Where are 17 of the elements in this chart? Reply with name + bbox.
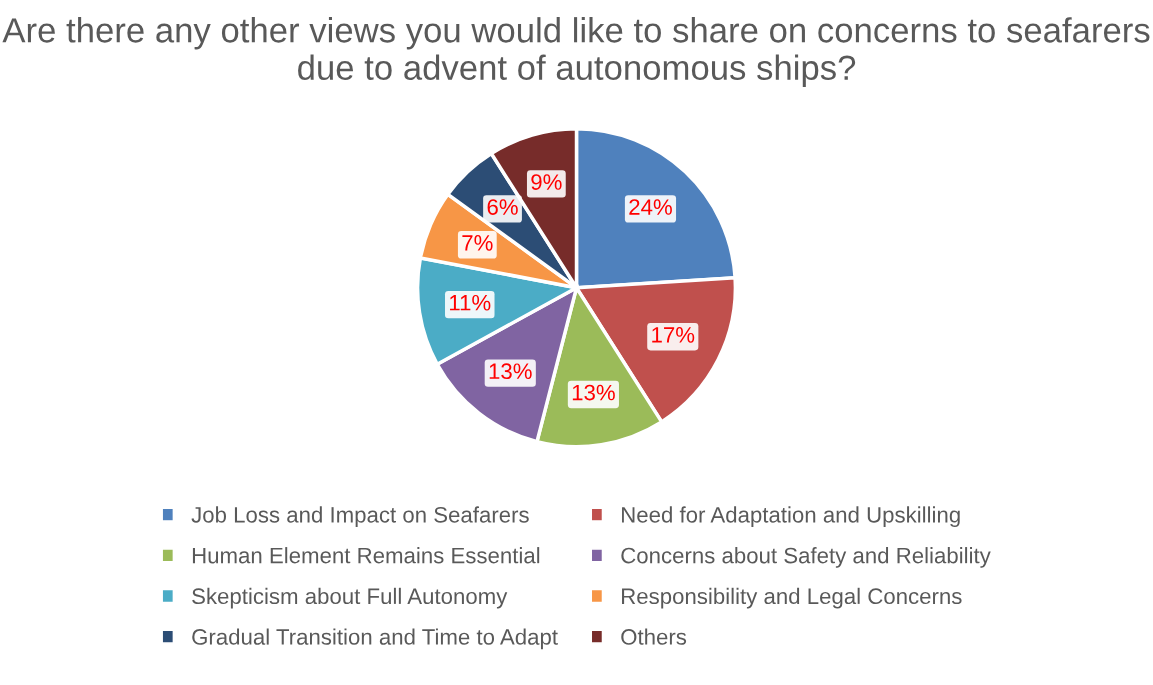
legend-label: Skepticism about Full Autonomy — [192, 587, 508, 609]
legend-label: Others — [621, 628, 687, 645]
data-label: 9% — [531, 174, 562, 190]
data-label: 24% — [629, 199, 672, 215]
legend-label: Responsibility and Legal Concerns — [622, 587, 962, 609]
data-label: 11% — [450, 294, 491, 311]
chart-title: Are there any other views you would like to share on concerns to seafarers due to advent of autonomous ships? — [2, 17, 1150, 87]
data-label: 13% — [572, 384, 615, 401]
data-label: 17% — [652, 327, 695, 343]
data-label: 6% — [487, 199, 518, 215]
legend-label: Human Element Remains Essential — [192, 547, 540, 564]
legend-label: Job Loss and Impact on Seafarers — [191, 506, 529, 528]
data-label: 7% — [462, 235, 493, 251]
legend-label: Need for Adaptation and Upskilling — [622, 506, 960, 528]
legend-label: Concerns about Safety and Reliability — [621, 547, 991, 568]
data-label: 13% — [489, 363, 532, 380]
legend-label: Gradual Transition and Time to Adapt — [192, 628, 558, 650]
